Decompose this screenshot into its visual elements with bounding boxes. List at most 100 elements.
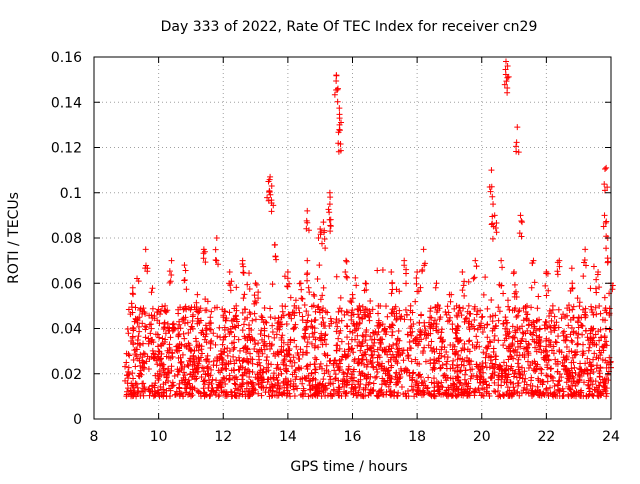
data-point (323, 341, 330, 348)
data-point (451, 381, 458, 388)
data-point (597, 310, 604, 317)
data-point (192, 335, 199, 342)
data-point (311, 366, 318, 373)
data-point (267, 191, 274, 198)
data-point (338, 338, 345, 345)
data-point (490, 201, 497, 208)
data-point (247, 337, 254, 344)
data-point (182, 267, 189, 274)
data-point (319, 381, 326, 388)
data-point (207, 339, 214, 346)
data-point (524, 386, 531, 393)
axis-ticks: 8 10 12 14 16 18 20 22 24 0 0.02 0.04 0.06 0.08 0.1 0.1… (51, 50, 620, 445)
data-point (500, 359, 507, 366)
data-point (200, 255, 207, 262)
data-point (123, 359, 130, 366)
data-point (237, 383, 244, 390)
data-point (294, 350, 301, 357)
data-point (329, 392, 336, 399)
data-point (518, 390, 525, 397)
data-point (592, 331, 599, 338)
data-point (418, 329, 425, 336)
data-point (584, 381, 591, 388)
data-point (554, 268, 561, 275)
data-point (272, 253, 279, 260)
data-point (202, 371, 209, 378)
data-point (292, 321, 299, 328)
data-point (480, 369, 487, 376)
data-point (268, 182, 275, 189)
data-point (179, 316, 186, 323)
data-point (381, 365, 388, 372)
data-point (523, 302, 530, 309)
data-point (352, 336, 359, 343)
data-point (395, 328, 402, 335)
data-point (577, 360, 584, 367)
data-point (171, 372, 178, 379)
data-point (439, 338, 446, 345)
data-point (207, 392, 214, 399)
data-point (461, 376, 468, 383)
data-point (266, 176, 273, 183)
data-point (514, 326, 521, 333)
data-point (503, 335, 510, 342)
data-point (552, 360, 559, 367)
data-point (460, 305, 467, 312)
data-point (491, 337, 498, 344)
data-point (582, 327, 589, 334)
data-point (345, 340, 352, 347)
data-point (303, 363, 310, 370)
data-point (132, 351, 139, 358)
data-point (598, 349, 605, 356)
data-point (333, 72, 340, 79)
data-point (355, 325, 362, 332)
data-point (388, 268, 395, 275)
data-point (331, 91, 338, 98)
data-point (404, 331, 411, 338)
data-point (369, 329, 376, 336)
data-point (475, 385, 482, 392)
data-point (388, 309, 395, 316)
data-point (149, 383, 156, 390)
data-point (431, 380, 438, 387)
data-point (348, 316, 355, 323)
data-point (241, 291, 248, 298)
data-point (210, 330, 217, 337)
data-point (284, 283, 291, 290)
data-point (351, 321, 358, 328)
data-point (231, 367, 238, 374)
data-point (568, 337, 575, 344)
data-point (496, 366, 503, 373)
data-point (426, 390, 433, 397)
data-point (496, 308, 503, 315)
data-point (207, 326, 214, 333)
data-point (493, 219, 500, 226)
data-point (421, 262, 428, 269)
data-point (499, 391, 506, 398)
y-tick-label: 0.02 (51, 367, 82, 383)
data-point (316, 262, 323, 269)
data-point (213, 257, 220, 264)
data-point (452, 349, 459, 356)
data-point (286, 352, 293, 359)
data-point (466, 337, 473, 344)
data-point (319, 314, 326, 321)
data-point (519, 323, 526, 330)
data-point (568, 365, 575, 372)
data-point (336, 330, 343, 337)
data-point (519, 329, 526, 336)
data-point (255, 295, 262, 302)
data-point (431, 366, 438, 373)
data-point (230, 346, 237, 353)
data-point (226, 376, 233, 383)
data-point (135, 323, 142, 330)
data-point (231, 380, 238, 387)
data-point (556, 377, 563, 384)
data-point (375, 310, 382, 317)
data-point (211, 304, 218, 311)
data-point (342, 268, 349, 275)
data-point (473, 372, 480, 379)
data-point (331, 367, 338, 374)
data-point (235, 336, 242, 343)
data-point (360, 386, 367, 393)
